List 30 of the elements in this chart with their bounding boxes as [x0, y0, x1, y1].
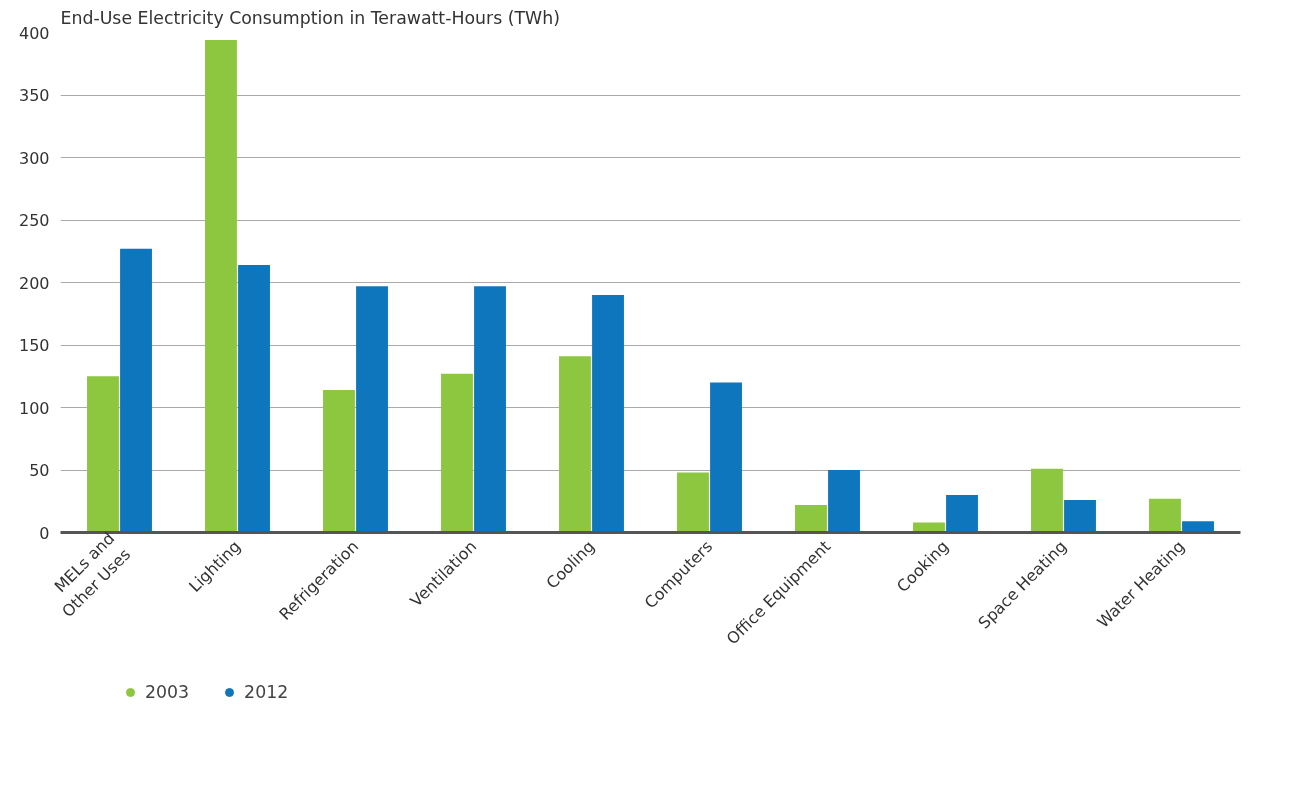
bar	[205, 40, 237, 533]
bar	[946, 495, 978, 533]
chart-title: End-Use Electricity Consumption in Terawatt-Hours (TWh)	[60, 7, 560, 28]
y-tick-label: 350	[18, 86, 50, 105]
y-tick-label: 200	[18, 273, 50, 293]
bar	[1031, 468, 1063, 533]
y-tick-label: 0	[39, 523, 50, 543]
y-tick-label: 50	[29, 461, 50, 480]
bar	[474, 286, 506, 533]
bar	[559, 356, 591, 533]
bar	[592, 295, 624, 533]
y-tick-label: 150	[18, 336, 50, 355]
bar	[323, 390, 355, 533]
legend-label: 2012	[244, 682, 289, 702]
bar	[238, 265, 270, 533]
bar	[120, 248, 152, 533]
y-tick-label: 250	[18, 211, 50, 230]
bar	[356, 286, 388, 533]
bar	[441, 373, 473, 533]
bar	[1149, 498, 1181, 533]
legend-label: 2003	[145, 682, 190, 702]
bar	[795, 505, 827, 533]
bar	[87, 376, 119, 533]
bar	[677, 472, 709, 533]
bar	[828, 470, 860, 533]
y-tick-label: 100	[18, 398, 50, 418]
bar	[1064, 500, 1096, 533]
y-tick-label: 300	[18, 148, 50, 168]
bar	[710, 382, 742, 533]
y-tick-label: 400	[18, 23, 50, 43]
